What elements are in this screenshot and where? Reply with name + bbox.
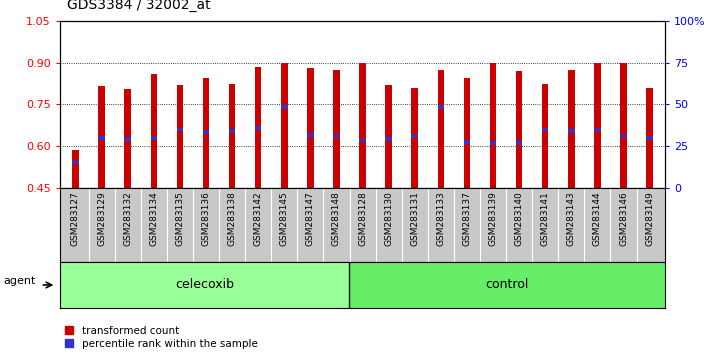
Text: GSM283144: GSM283144 — [593, 191, 602, 246]
Text: GDS3384 / 32002_at: GDS3384 / 32002_at — [67, 0, 210, 12]
Bar — [646, 88, 653, 188]
Text: GSM283133: GSM283133 — [436, 191, 446, 246]
Bar — [99, 136, 105, 139]
Text: GSM283134: GSM283134 — [149, 191, 158, 246]
Bar — [281, 63, 287, 188]
Bar — [594, 63, 601, 188]
Bar — [359, 139, 366, 142]
Bar — [646, 136, 653, 139]
Text: GSM283132: GSM283132 — [123, 191, 132, 246]
Bar — [594, 127, 601, 131]
Text: GSM283135: GSM283135 — [175, 191, 184, 246]
Bar — [73, 161, 79, 165]
Text: GSM283148: GSM283148 — [332, 191, 341, 246]
Bar — [333, 135, 340, 138]
Bar — [516, 142, 522, 145]
Bar — [151, 136, 157, 139]
Text: control: control — [486, 279, 529, 291]
Bar — [542, 127, 548, 131]
Bar — [125, 89, 131, 188]
Bar — [229, 129, 235, 133]
Bar — [151, 74, 157, 188]
Bar — [255, 126, 261, 130]
Bar — [125, 137, 131, 141]
Bar — [359, 63, 366, 188]
Bar — [177, 85, 183, 188]
Text: GSM283145: GSM283145 — [279, 191, 289, 246]
Bar — [412, 135, 418, 138]
Bar — [177, 127, 183, 131]
Bar — [349, 262, 665, 308]
Bar — [203, 130, 209, 134]
Bar — [464, 140, 470, 144]
Bar — [620, 63, 627, 188]
Text: GSM283130: GSM283130 — [384, 191, 393, 246]
Bar — [229, 84, 235, 188]
Text: agent: agent — [4, 276, 36, 286]
Bar — [255, 67, 261, 188]
Bar — [568, 70, 574, 188]
Bar — [60, 262, 349, 308]
Text: GSM283147: GSM283147 — [306, 191, 315, 246]
Legend: transformed count, percentile rank within the sample: transformed count, percentile rank withi… — [65, 326, 258, 349]
Bar — [516, 71, 522, 188]
Text: GSM283142: GSM283142 — [253, 191, 263, 246]
Text: GSM283131: GSM283131 — [410, 191, 420, 246]
Bar — [307, 68, 313, 188]
Bar — [73, 150, 79, 188]
Text: GSM283143: GSM283143 — [567, 191, 576, 246]
Text: GSM283136: GSM283136 — [201, 191, 210, 246]
Text: GSM283140: GSM283140 — [515, 191, 524, 246]
Bar — [333, 70, 340, 188]
Bar — [385, 137, 392, 141]
Bar — [385, 85, 392, 188]
Text: GSM283141: GSM283141 — [541, 191, 550, 246]
Bar — [568, 129, 574, 133]
Text: GSM283128: GSM283128 — [358, 191, 367, 246]
Bar — [281, 105, 287, 109]
Bar — [620, 135, 627, 138]
Text: GSM283137: GSM283137 — [463, 191, 472, 246]
Bar — [307, 133, 313, 137]
Bar — [438, 105, 444, 109]
Text: GSM283149: GSM283149 — [645, 191, 654, 246]
Bar — [490, 142, 496, 145]
Bar — [438, 70, 444, 188]
Bar — [542, 85, 548, 188]
Text: GSM283138: GSM283138 — [227, 191, 237, 246]
Text: GSM283139: GSM283139 — [489, 191, 498, 246]
Bar — [99, 86, 105, 188]
Text: celecoxib: celecoxib — [175, 279, 234, 291]
Text: GSM283129: GSM283129 — [97, 191, 106, 246]
Bar — [490, 63, 496, 188]
Bar — [464, 78, 470, 188]
Text: GSM283146: GSM283146 — [619, 191, 628, 246]
Text: GSM283127: GSM283127 — [71, 191, 80, 246]
Bar — [412, 88, 418, 188]
Bar — [203, 78, 209, 188]
